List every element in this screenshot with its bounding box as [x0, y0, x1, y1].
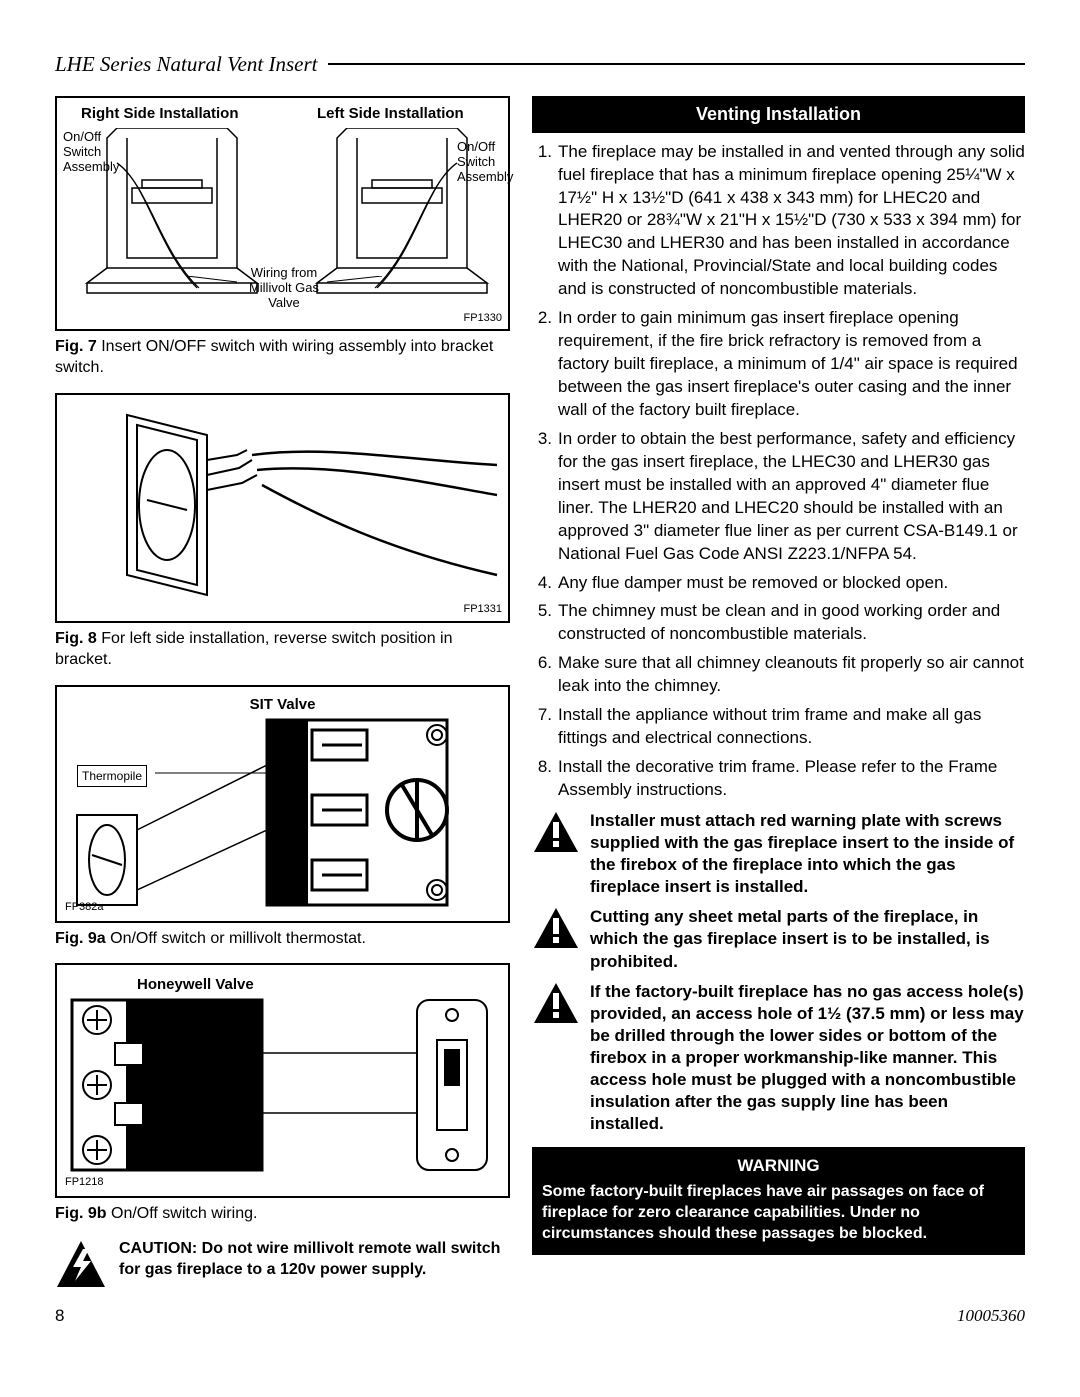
- caution-row: CAUTION: Do not wire millivolt remote wa…: [55, 1239, 510, 1291]
- fig7-left-header: Left Side Installation: [317, 104, 464, 124]
- fig9a-sketch: [67, 715, 502, 915]
- lightning-icon: [55, 1239, 107, 1291]
- figure-7: Right Side Installation Left Side Instal…: [55, 96, 510, 331]
- right-column: Venting Installation 1.The fireplace may…: [532, 96, 1025, 1291]
- item-3-text: In order to obtain the best performance,…: [558, 428, 1025, 566]
- item-2-text: In order to gain minimum gas insert fire…: [558, 307, 1025, 422]
- fig9b-title: Honeywell Valve: [137, 975, 254, 995]
- item-1: 1.The fireplace may be installed in and …: [532, 141, 1025, 302]
- fig9b-caption: Fig. 9b On/Off switch wiring.: [55, 1204, 510, 1225]
- header-title: LHE Series Natural Vent Insert: [55, 50, 318, 78]
- triangle-note-3: If the factory-built fireplace has no ga…: [532, 981, 1025, 1136]
- item-7-text: Install the appliance without trim frame…: [558, 704, 1025, 750]
- fig8-caption-text: For left side installation, reverse swit…: [55, 630, 453, 668]
- warning-box: WARNING Some factory-built fireplaces ha…: [532, 1147, 1025, 1254]
- fig8-caption: Fig. 8 For left side installation, rever…: [55, 629, 510, 671]
- fig8-caption-b: Fig. 8: [55, 630, 97, 647]
- fig7-caption-text: Insert ON/OFF switch with wiring assembl…: [55, 338, 493, 376]
- item-7: 7.Install the appliance without trim fra…: [532, 704, 1025, 750]
- fig7-leader-lines: [187, 276, 387, 296]
- caution-text: CAUTION: Do not wire millivolt remote wa…: [119, 1239, 510, 1281]
- item-6-text: Make sure that all chimney cleanouts fit…: [558, 652, 1025, 698]
- triangle-note-2: Cutting any sheet metal parts of the fir…: [532, 906, 1025, 972]
- figure-8: FP1331: [55, 393, 510, 623]
- fig9a-caption-text: On/Off switch or millivolt thermostat.: [110, 930, 366, 947]
- item-3: 3.In order to obtain the best performanc…: [532, 428, 1025, 566]
- page-footer: 8 10005360: [55, 1305, 1025, 1328]
- section-title: Venting Installation: [532, 96, 1025, 132]
- item-5: 5.The chimney must be clean and in good …: [532, 600, 1025, 646]
- item-8: 8.Install the decorative trim frame. Ple…: [532, 756, 1025, 802]
- fig7-caption: Fig. 7 Insert ON/OFF switch with wiring …: [55, 337, 510, 379]
- triangle-note-1: Installer must attach red warning plate …: [532, 810, 1025, 898]
- warning-triangle-icon: [532, 810, 580, 854]
- fig9a-caption: Fig. 9a On/Off switch or millivolt therm…: [55, 929, 510, 950]
- item-5-text: The chimney must be clean and in good wo…: [558, 600, 1025, 646]
- item-8-text: Install the decorative trim frame. Pleas…: [558, 756, 1025, 802]
- fig9a-title: SIT Valve: [57, 695, 508, 715]
- header-rule: [328, 63, 1026, 65]
- warning-triangle-icon: [532, 981, 580, 1025]
- triangle-note-2-text: Cutting any sheet metal parts of the fir…: [590, 906, 1025, 972]
- item-2: 2.In order to gain minimum gas insert fi…: [532, 307, 1025, 422]
- left-column: Right Side Installation Left Side Instal…: [55, 96, 510, 1291]
- triangle-note-3-text: If the factory-built fireplace has no ga…: [590, 981, 1025, 1136]
- fig9a-caption-b: Fig. 9a: [55, 930, 106, 947]
- page-header: LHE Series Natural Vent Insert: [55, 50, 1025, 78]
- fig9a-id: FP382a: [65, 900, 104, 915]
- fig9b-id: FP1218: [65, 1175, 104, 1190]
- two-columns: Right Side Installation Left Side Instal…: [55, 96, 1025, 1291]
- item-6: 6.Make sure that all chimney cleanouts f…: [532, 652, 1025, 698]
- warning-triangle-icon: [532, 906, 580, 950]
- fig8-id: FP1331: [463, 602, 502, 617]
- fig9b-caption-b: Fig. 9b: [55, 1205, 107, 1222]
- item-4-text: Any flue damper must be removed or block…: [558, 572, 1025, 595]
- item-4: 4.Any flue damper must be removed or blo…: [532, 572, 1025, 595]
- figure-9a: SIT Valve Thermopile: [55, 685, 510, 923]
- fig7-label-onoff-right: On/Off Switch Assembly: [63, 130, 123, 175]
- triangle-note-1-text: Installer must attach red warning plate …: [590, 810, 1025, 898]
- figure-9b: Honeywell Valve: [55, 963, 510, 1198]
- fig7-caption-b: Fig. 7: [55, 338, 97, 355]
- warning-heading: WARNING: [542, 1155, 1015, 1178]
- page-number: 8: [55, 1305, 64, 1328]
- item-1-text: The fireplace may be installed in and ve…: [558, 141, 1025, 302]
- fig7-right-header: Right Side Installation: [81, 104, 239, 124]
- fig7-id: FP1330: [463, 311, 502, 326]
- fig7-label-onoff-left: On/Off Switch Assembly: [457, 140, 507, 185]
- document-number: 10005360: [957, 1305, 1025, 1328]
- fig8-sketch: [67, 405, 502, 615]
- fig9b-sketch: [67, 995, 502, 1190]
- warning-body: Some factory-built fireplaces have air p…: [542, 1182, 1015, 1244]
- fig9b-caption-text: On/Off switch wiring.: [111, 1205, 257, 1222]
